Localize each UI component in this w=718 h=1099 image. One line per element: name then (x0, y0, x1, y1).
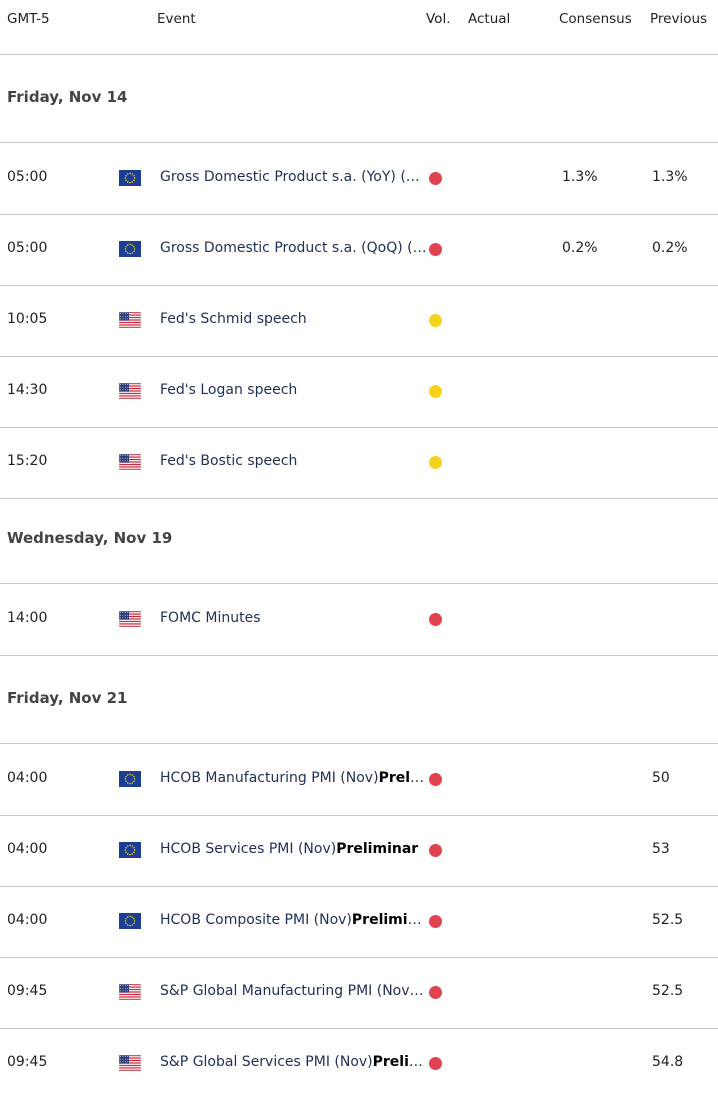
event-suffix: Prelimi… (372, 1054, 428, 1070)
event-title: HCOB Composite PMI (Nov) (160, 912, 352, 928)
event-title: HCOB Services PMI (Nov) (160, 841, 337, 857)
event-title: Fed's Logan speech (160, 382, 298, 398)
actual-header: Actual (468, 11, 511, 27)
event-title: HCOB Manufacturing PMI (Nov) (160, 770, 379, 786)
us-flag (119, 383, 141, 399)
high-impact-dot (429, 915, 442, 928)
consensus-value: 1.3% (562, 169, 598, 185)
high-impact-dot (429, 773, 442, 786)
event-title: Fed's Bostic speech (160, 453, 298, 469)
event-time: 14:00 (7, 610, 48, 626)
us-flag (119, 611, 141, 627)
previous-header: Previous (650, 11, 708, 27)
day-label: Friday, Nov 14 (7, 88, 128, 106)
event-time: 05:00 (7, 240, 48, 256)
us-flag (119, 1055, 141, 1071)
event-suffix: Preliminar (336, 841, 419, 857)
us-flag (119, 312, 141, 328)
event-name[interactable]: S&P Global Manufacturing PMI (Nov)… (160, 983, 428, 999)
event-row[interactable]: 14:00 FOMC Minutes (0, 584, 718, 656)
event-title: Fed's Schmid speech (160, 311, 307, 327)
event-name[interactable]: HCOB Composite PMI (Nov)Preliminar (160, 912, 428, 928)
medium-impact-dot (429, 314, 442, 327)
event-row[interactable]: 04:00 HCOB Manufacturing PMI (Nov)Preli… 5… (0, 744, 718, 816)
event-name[interactable]: Gross Domestic Product s.a. (QoQ) (… (160, 240, 428, 256)
event-name[interactable]: HCOB Services PMI (Nov)Preliminar (160, 841, 428, 857)
event-row[interactable]: 14:30 Fed's Logan speech (0, 356, 718, 428)
event-suffix: Preliminar (351, 912, 428, 928)
high-impact-dot (429, 844, 442, 857)
event-time: 04:00 (7, 770, 48, 786)
event-row[interactable]: 05:00 Gross Domestic Product s.a. (QoQ) (… (0, 214, 718, 286)
previous-value: 1.3% (652, 169, 688, 185)
event-name[interactable]: Fed's Schmid speech (160, 311, 428, 327)
medium-impact-dot (429, 456, 442, 469)
high-impact-dot (429, 243, 442, 256)
event-row[interactable]: 05:00 Gross Domestic Product s.a. (YoY) (… (0, 143, 718, 215)
eu-flag (119, 241, 141, 257)
eu-flag (119, 842, 141, 858)
event-row[interactable]: 04:00 HCOB Services PMI (Nov)Preliminar 53 (0, 815, 718, 887)
event-header: Event (157, 11, 196, 27)
day-label: Wednesday, Nov 19 (7, 529, 173, 547)
event-name[interactable]: Fed's Logan speech (160, 382, 428, 398)
previous-value: 52.5 (652, 912, 684, 928)
event-title: S&P Global Manufacturing PMI (Nov)… (160, 983, 428, 999)
high-impact-dot (429, 1057, 442, 1070)
event-row[interactable]: 04:00 HCOB Composite PMI (Nov)Preliminar 5… (0, 886, 718, 958)
event-name[interactable]: Fed's Bostic speech (160, 453, 428, 469)
previous-value: 54.8 (652, 1054, 684, 1070)
event-title: Gross Domestic Product s.a. (QoQ) (… (160, 240, 427, 256)
day-header: Friday, Nov 21 (0, 656, 718, 744)
timezone-header[interactable]: GMT-5 (7, 11, 50, 27)
eu-flag (119, 771, 141, 787)
event-time: 10:05 (7, 311, 48, 327)
day-header: Friday, Nov 14 (0, 55, 718, 143)
us-flag (119, 984, 141, 1000)
event-name[interactable]: S&P Global Services PMI (Nov)Prelimi… (160, 1054, 428, 1070)
event-time: 09:45 (7, 1054, 48, 1070)
day-label: Friday, Nov 21 (7, 689, 128, 707)
volatility-header: Vol. (426, 11, 451, 27)
event-row[interactable]: 10:05 Fed's Schmid speech (0, 285, 718, 357)
previous-value: 52.5 (652, 983, 684, 999)
consensus-value: 0.2% (562, 240, 598, 256)
high-impact-dot (429, 986, 442, 999)
medium-impact-dot (429, 385, 442, 398)
event-row[interactable]: 09:45 S&P Global Services PMI (Nov)Prelim… (0, 1028, 718, 1099)
event-title: Gross Domestic Product s.a. (YoY) (Q… (160, 169, 428, 185)
event-name[interactable]: FOMC Minutes (160, 610, 428, 626)
event-time: 15:20 (7, 453, 48, 469)
event-time: 04:00 (7, 841, 48, 857)
event-time: 04:00 (7, 912, 48, 928)
event-name[interactable]: HCOB Manufacturing PMI (Nov)Preli… (160, 770, 428, 786)
event-time: 09:45 (7, 983, 48, 999)
event-row[interactable]: 15:20 Fed's Bostic speech (0, 427, 718, 499)
previous-value: 53 (652, 841, 670, 857)
event-time: 05:00 (7, 169, 48, 185)
eu-flag (119, 913, 141, 929)
event-title: S&P Global Services PMI (Nov) (160, 1054, 373, 1070)
event-time: 14:30 (7, 382, 48, 398)
table-header: GMT-5 Event Vol. Actual Consensus Previo… (0, 0, 718, 55)
consensus-header: Consensus (559, 11, 632, 27)
day-header: Wednesday, Nov 19 (0, 496, 718, 584)
event-title: FOMC Minutes (160, 610, 261, 626)
eu-flag (119, 170, 141, 186)
previous-value: 50 (652, 770, 670, 786)
previous-value: 0.2% (652, 240, 688, 256)
high-impact-dot (429, 613, 442, 626)
event-suffix: Preli… (378, 770, 428, 786)
us-flag (119, 454, 141, 470)
event-name[interactable]: Gross Domestic Product s.a. (YoY) (Q… (160, 169, 428, 185)
event-row[interactable]: 09:45 S&P Global Manufacturing PMI (Nov)…… (0, 957, 718, 1029)
high-impact-dot (429, 172, 442, 185)
